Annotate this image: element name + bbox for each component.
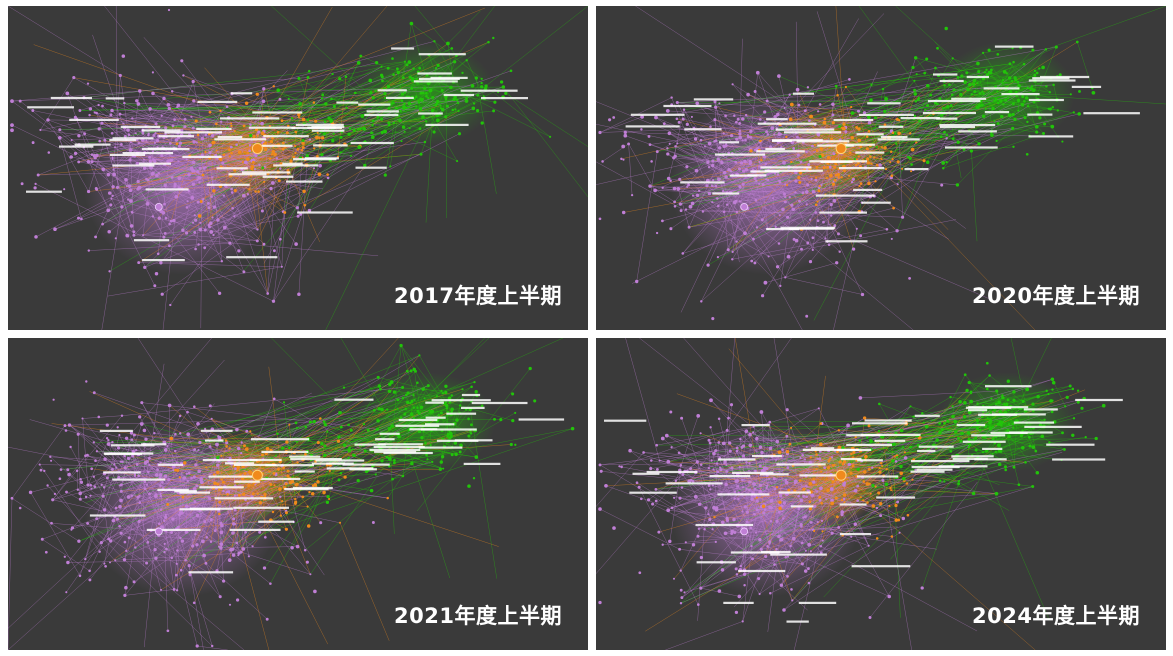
network-graph-panel-2017: 2017年度上半期 xyxy=(8,6,588,330)
network-graph-panel-2020: 2020年度上半期 xyxy=(596,6,1166,330)
network-graph-panel-2024: 2024年度上半期 xyxy=(596,338,1166,650)
network-graph-icon xyxy=(8,338,575,650)
panel-label-2021: 2021年度上半期 xyxy=(394,604,562,628)
network-graph-panel-2021: 2021年度上半期 xyxy=(8,338,588,650)
network-graph-icon xyxy=(596,338,1123,650)
network-graph-icon xyxy=(8,6,588,330)
panel-label-2024: 2024年度上半期 xyxy=(972,604,1140,628)
panel-label-2020: 2020年度上半期 xyxy=(972,284,1140,308)
panel-label-2017: 2017年度上半期 xyxy=(394,284,562,308)
network-graph-icon xyxy=(596,6,1166,330)
